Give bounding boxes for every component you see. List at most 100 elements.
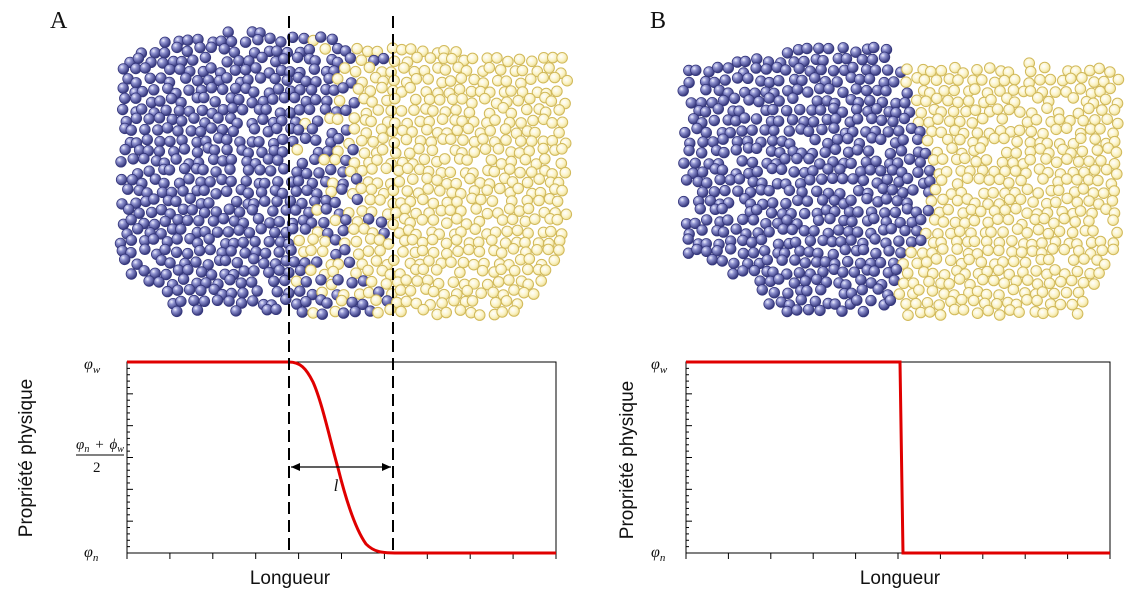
particle-nonwetting xyxy=(954,133,966,146)
particle-wetting xyxy=(761,254,774,266)
particle-nonwetting xyxy=(485,154,498,166)
particle-wetting xyxy=(742,72,754,85)
y-axis-label-a: Propriété physique xyxy=(16,379,37,537)
particle-nonwetting xyxy=(1015,174,1027,187)
particle-nonwetting xyxy=(1014,193,1027,206)
particle-nonwetting xyxy=(388,55,401,68)
particle-wetting xyxy=(248,265,260,277)
particle-wetting xyxy=(199,51,212,64)
particle-wetting xyxy=(332,274,344,286)
particle-wetting xyxy=(191,146,204,159)
particle-nonwetting xyxy=(502,55,514,68)
particle-wetting xyxy=(135,103,148,115)
particle-nonwetting xyxy=(421,172,433,185)
particle-nonwetting xyxy=(401,162,414,175)
particle-nonwetting xyxy=(523,253,536,265)
particle-wetting xyxy=(143,275,155,287)
particle-nonwetting xyxy=(349,65,362,78)
particle-wetting xyxy=(138,152,150,165)
particle-nonwetting xyxy=(416,214,429,226)
particle-wetting xyxy=(730,223,742,235)
particle-nonwetting xyxy=(1032,92,1044,104)
particle-nonwetting xyxy=(454,304,467,316)
particle-nonwetting xyxy=(1065,274,1078,287)
particle-wetting xyxy=(822,163,834,175)
particle-wetting xyxy=(139,62,151,74)
panel-letter-b: B xyxy=(650,8,666,34)
particle-wetting xyxy=(801,195,814,207)
particle-wetting xyxy=(217,212,230,225)
particle-nonwetting xyxy=(1042,253,1055,266)
particle-nonwetting xyxy=(370,255,383,267)
particle-nonwetting xyxy=(971,307,984,320)
particle-wetting xyxy=(125,124,138,136)
particle-nonwetting xyxy=(1066,226,1079,239)
particle-wetting xyxy=(223,203,236,215)
particle-wetting xyxy=(254,72,267,84)
particle-nonwetting xyxy=(937,243,949,255)
particle-nonwetting xyxy=(440,306,453,319)
particle-nonwetting xyxy=(920,256,933,269)
particle-nonwetting xyxy=(1074,83,1087,95)
particle-wetting xyxy=(305,84,318,96)
particle-wetting xyxy=(750,113,763,125)
particle-nonwetting xyxy=(953,273,966,285)
particle-wetting xyxy=(890,263,903,276)
plot-frame-a xyxy=(126,361,557,554)
particle-nonwetting xyxy=(998,132,1010,145)
particle-nonwetting xyxy=(363,61,376,74)
particle-wetting xyxy=(238,265,250,277)
particle-wetting xyxy=(294,264,307,277)
particle-nonwetting xyxy=(1097,187,1110,199)
particle-nonwetting xyxy=(988,132,1001,145)
particle-nonwetting xyxy=(492,276,505,288)
particle-nonwetting xyxy=(963,253,975,266)
particle-nonwetting xyxy=(318,153,331,166)
particle-nonwetting xyxy=(929,183,942,196)
particle-nonwetting xyxy=(1100,163,1113,176)
particle-nonwetting xyxy=(380,162,393,175)
particle-nonwetting xyxy=(1053,225,1066,238)
particle-nonwetting xyxy=(476,264,489,277)
particle-nonwetting xyxy=(1112,73,1125,86)
particle-nonwetting xyxy=(1037,173,1049,185)
particle-wetting xyxy=(273,246,285,258)
particle-wetting xyxy=(794,103,806,116)
particle-wetting xyxy=(268,275,280,288)
particle-nonwetting xyxy=(1077,114,1089,127)
particle-wetting xyxy=(175,115,188,127)
particle-wetting xyxy=(875,165,887,177)
particle-wetting xyxy=(208,283,220,296)
particle-nonwetting xyxy=(427,197,440,210)
particle-wetting xyxy=(252,34,264,46)
particle-wetting xyxy=(205,122,218,134)
particle-wetting xyxy=(706,254,719,266)
particle-nonwetting xyxy=(430,264,443,276)
particle-nonwetting xyxy=(503,203,516,215)
particle-nonwetting xyxy=(451,213,463,225)
particle-nonwetting xyxy=(1006,246,1018,258)
particle-wetting xyxy=(198,91,210,104)
particle-nonwetting xyxy=(473,309,486,321)
particle-wetting xyxy=(789,254,801,266)
particle-nonwetting xyxy=(1093,267,1105,279)
particle-nonwetting xyxy=(1087,225,1099,237)
particle-wetting xyxy=(791,152,803,165)
particle-wetting xyxy=(824,212,836,225)
profile-curve-a xyxy=(127,360,556,555)
particle-wetting xyxy=(205,41,218,54)
particle-nonwetting xyxy=(519,236,531,249)
particle-nonwetting xyxy=(400,133,413,146)
particle-nonwetting xyxy=(548,254,561,267)
particle-wetting xyxy=(255,222,267,235)
particle-nonwetting xyxy=(508,284,520,296)
particle-wetting xyxy=(804,174,816,186)
particle-nonwetting xyxy=(452,245,464,258)
particle-nonwetting xyxy=(1058,212,1071,225)
particle-wetting xyxy=(183,284,196,296)
particle-nonwetting xyxy=(942,203,955,216)
particle-nonwetting xyxy=(991,298,1003,310)
particle-wetting xyxy=(226,102,239,114)
particle-wetting xyxy=(891,195,904,207)
particle-wetting xyxy=(697,136,709,148)
